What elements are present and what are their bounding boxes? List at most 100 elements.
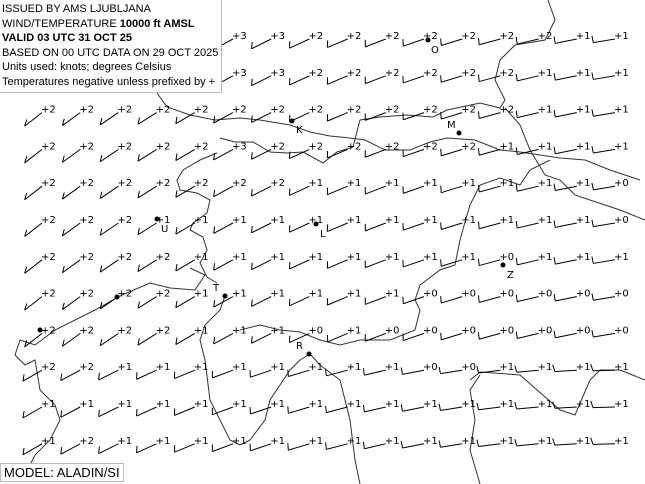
wind-barb [364,296,386,305]
temperature-label: +2 [156,141,171,152]
temperature-label: +1 [499,141,514,152]
wind-barb [249,443,272,452]
temperature-label: +1 [156,436,171,447]
wind-barb [362,404,386,413]
wind-barb [326,185,348,196]
wind-barb [400,404,425,412]
wind-barb [251,38,272,50]
temperature-label: +2 [270,141,285,152]
temperature-label: +1 [461,215,476,226]
temperature-label: +2 [156,105,171,116]
wind-barb [175,222,196,235]
station-dot [37,327,43,333]
temperature-label: +0 [614,178,629,189]
temperature-label: +1 [423,215,438,226]
temperature-label: +1 [385,178,400,189]
wind-barb [213,259,234,271]
istria-coast [199,295,361,484]
temperature-label: +2 [41,141,56,152]
station-dot [154,216,160,222]
temperature-label: +1 [270,325,285,336]
wind-barb [98,443,119,454]
wind-barb [175,148,196,161]
temperature-label: +1 [156,399,171,410]
wind-barb [476,366,501,374]
wind-barb [326,75,348,85]
wind-barb [402,332,425,342]
flight-level: 10000 ft AMSL [119,17,195,30]
temperature-label: +1 [347,325,362,336]
temperature-label: +1 [347,252,362,263]
wind-barb [402,296,425,305]
wind-barb [249,406,272,415]
temperature-label: +2 [41,215,56,226]
temperature-label: +0 [461,362,476,373]
temperature-label: +2 [41,105,56,116]
wind-barb [362,441,386,450]
wind-barb [325,405,348,414]
wind-barb [515,147,539,155]
wind-barb [99,148,119,163]
temperature-label: +2 [79,141,94,152]
wind-barb [553,330,577,339]
wind-barb [137,112,157,125]
wind-barb [364,259,386,269]
temperature-label: +1 [538,141,553,152]
temperature-label: +1 [347,399,362,410]
temperature-label: +1 [308,215,323,226]
temperature-label: +2 [308,141,323,152]
temperature-label: +1 [308,362,323,373]
wind-barb [213,222,234,234]
wind-barb [477,221,501,230]
sava-border [239,299,421,346]
wind-barb [288,185,310,196]
temperature-label: +2 [79,436,94,447]
temperature-label: +2 [461,68,476,79]
station-z: Z [500,262,514,281]
temperature-label: +0 [614,289,629,300]
temperature-label: +1 [194,399,209,410]
temperature-label: +1 [538,362,553,373]
wind-barb [440,296,463,304]
temperature-label: +2 [79,105,94,116]
issued-by: ISSUED BY AMS LJUBLJANA [2,3,151,15]
temperature-label: +2 [538,31,553,42]
wind-barb [364,112,386,121]
model-label: MODEL: ALADIN/SI [0,463,124,482]
wind-barb [99,185,119,199]
wind-barb [553,220,577,228]
wind-barb [402,38,425,47]
wind-barb [137,185,157,199]
wind-barb [173,406,195,416]
wind-barb [477,332,501,340]
wind-barb [287,443,310,451]
wind-barb [553,109,577,118]
wind-barb [326,296,348,306]
station-dot [425,37,431,43]
temperature-label: +1 [194,436,209,447]
temperature-label: +1 [385,362,400,373]
temperature-label: +1 [538,68,553,79]
wind-barb [251,185,272,197]
temperature-labels: +3 +3 +2 +2 +2 +2 +2 +2 +2 +1 +1 +3 +3 +2 +2 +2 +2 +2 +2 +1… [41,31,629,447]
temperature-label: +2 [499,68,514,79]
valid-time-text: VALID 03 UTC 31 OCT 25 [2,32,132,45]
wind-barb [515,37,539,45]
temperature-label: +1 [41,399,56,410]
wind-barb [173,443,195,453]
temperature-label: +2 [41,289,56,300]
wind-barb [440,38,463,46]
temperature-label: +1 [385,399,400,410]
italian-coast [14,267,206,476]
wind-barb [213,148,234,161]
temperature-label: +1 [576,436,591,447]
wind-barb [514,365,539,373]
temperature-label: +0 [461,289,476,300]
temperature-label: +1 [614,399,629,410]
wind-barb [61,112,81,126]
wind-barbs [22,35,616,456]
temperature-label: +2 [499,31,514,42]
temperature-label: +1 [614,362,629,373]
map-info-box: ISSUED BY AMS LJUBLJANA WIND/TEMPERATURE… [0,0,223,93]
wind-barb [515,184,539,192]
